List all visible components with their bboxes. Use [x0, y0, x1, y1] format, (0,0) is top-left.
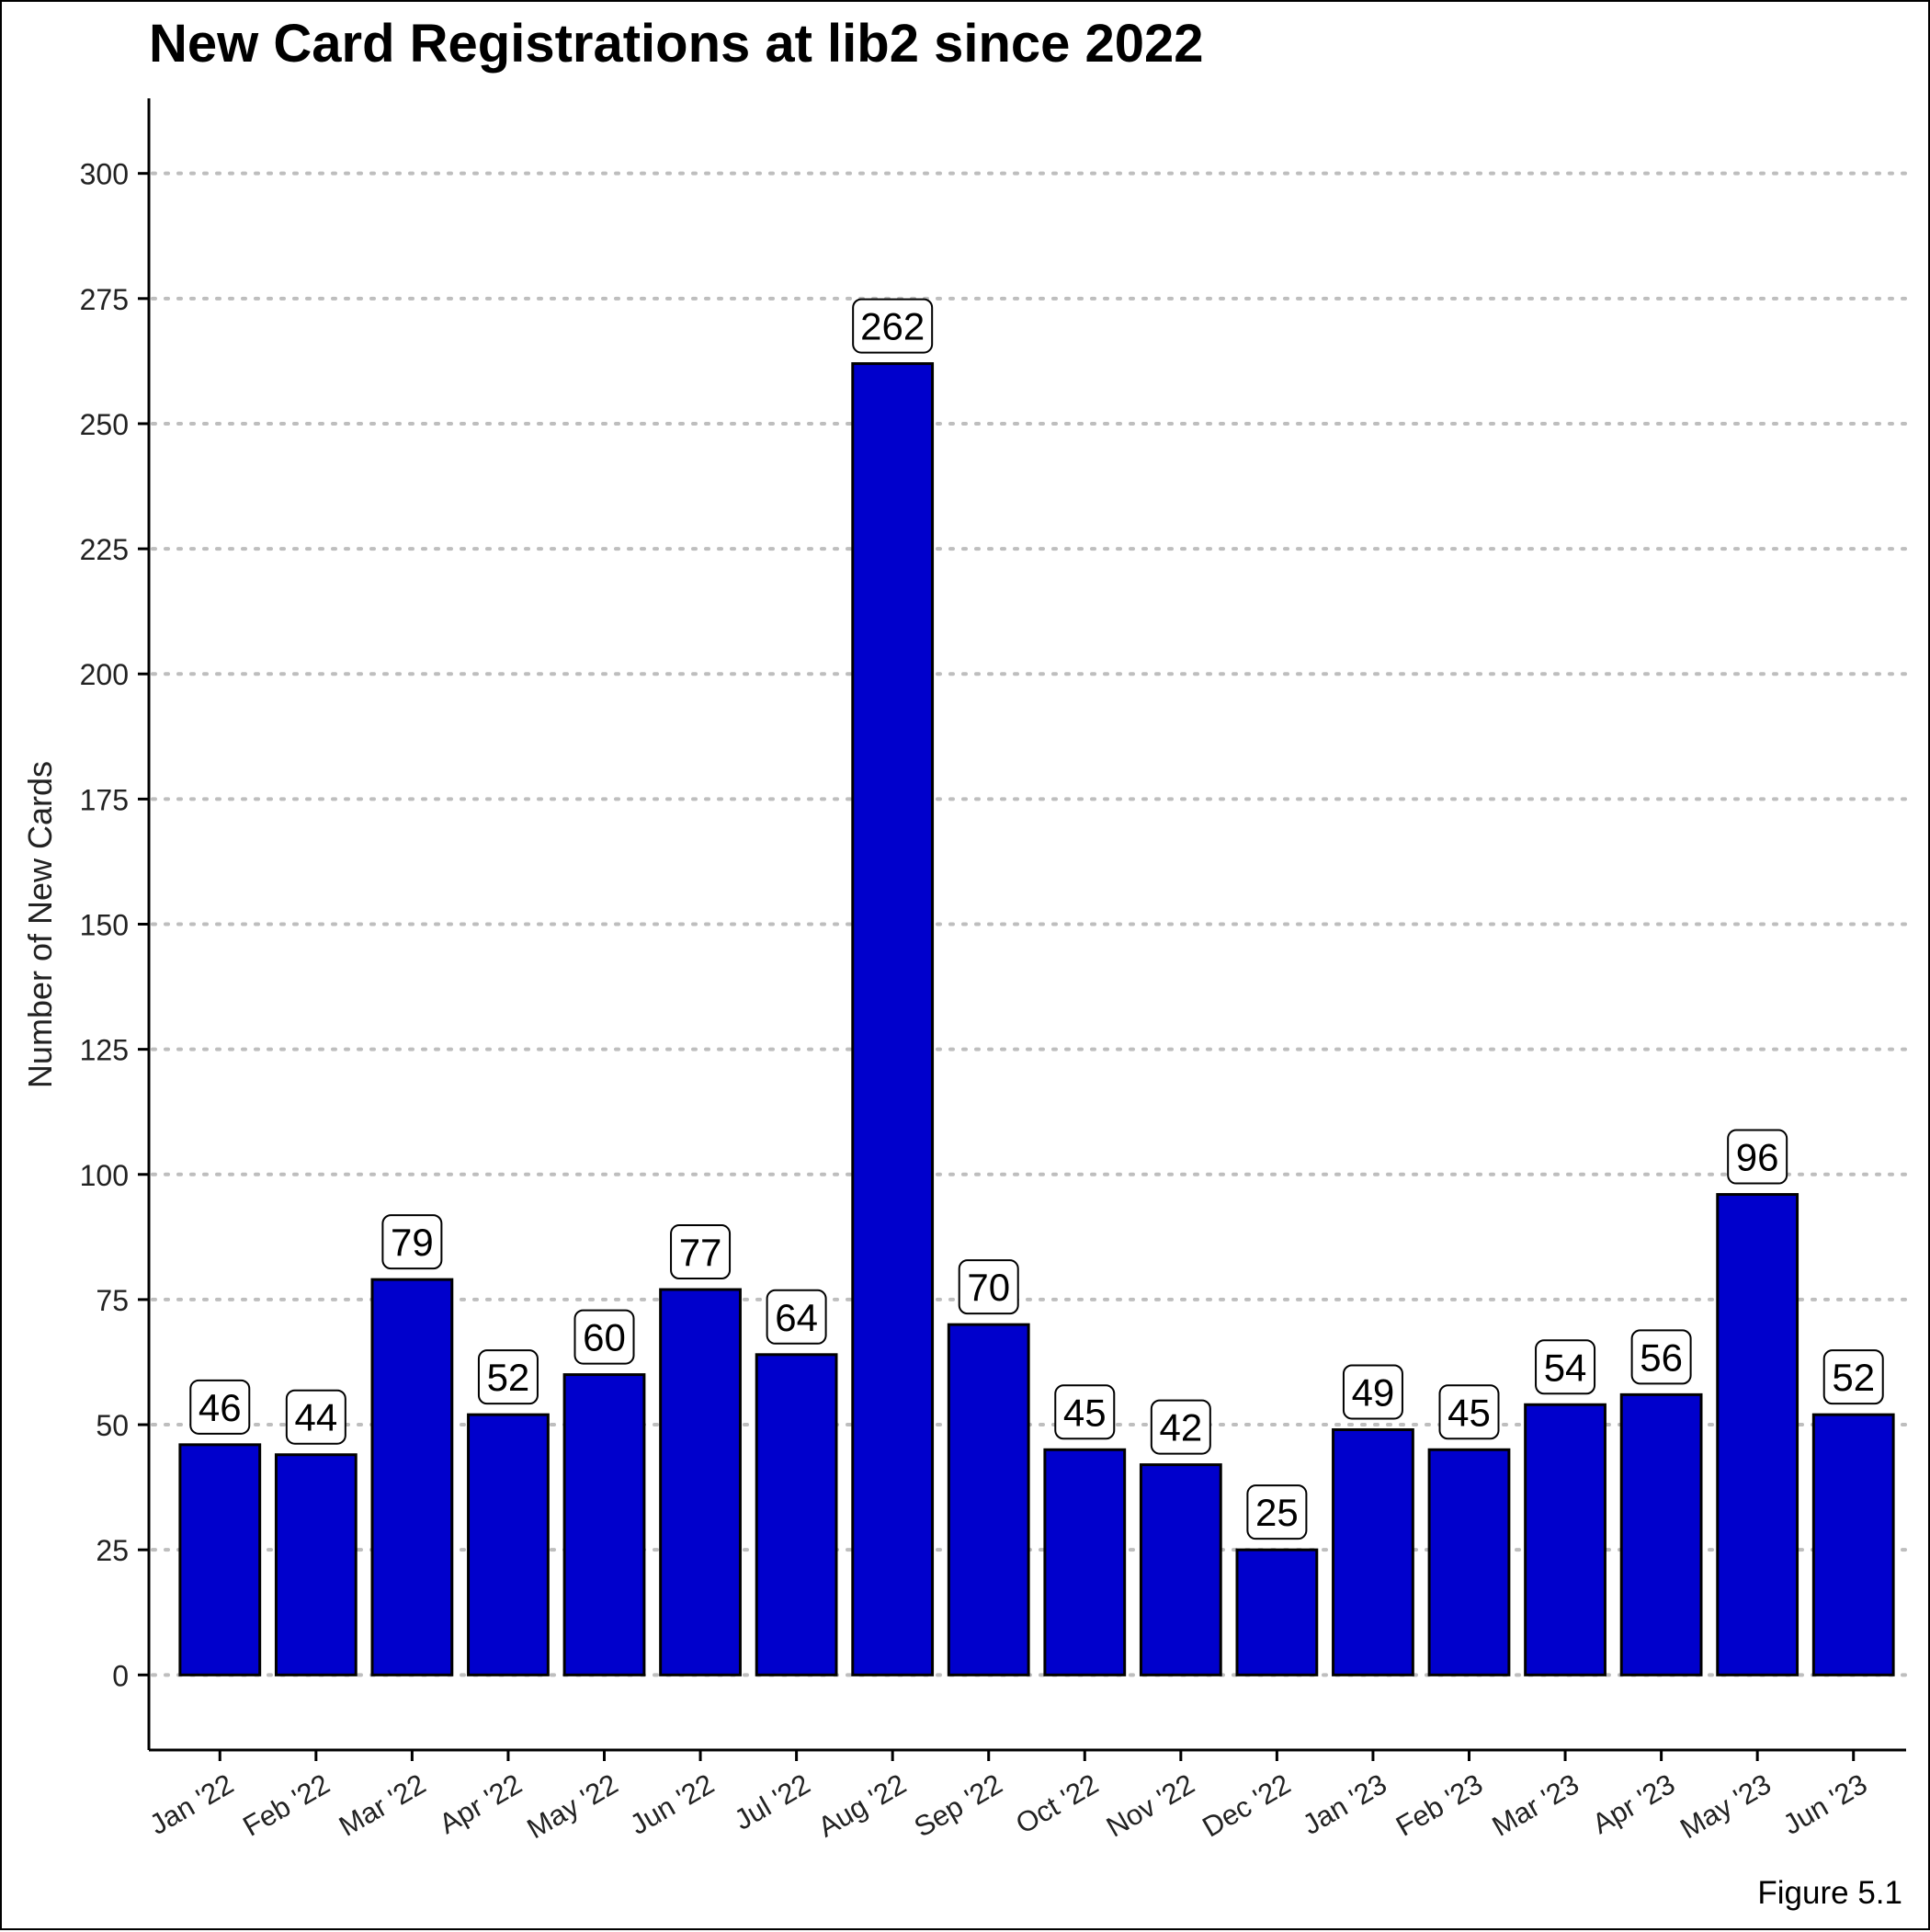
- data-label-box: [1630, 1329, 1692, 1385]
- y-tick-label: 25: [96, 1534, 129, 1567]
- data-label: 52: [1832, 1356, 1875, 1399]
- data-label-box: [573, 1309, 635, 1365]
- bar: [370, 1278, 454, 1676]
- y-tick-label: 225: [80, 533, 129, 566]
- data-label-box: [381, 1214, 443, 1270]
- bar: [1619, 1392, 1703, 1676]
- data-label-box: [477, 1349, 539, 1405]
- data-label: 45: [1448, 1391, 1491, 1434]
- bar: [1524, 1403, 1606, 1676]
- data-label-box: [1342, 1364, 1403, 1420]
- x-tick-label: Mar '23: [1487, 1767, 1584, 1843]
- y-tick-label: 75: [96, 1284, 129, 1317]
- data-label: 96: [1736, 1136, 1779, 1179]
- bars: [178, 362, 1895, 1676]
- x-tick-label: Apr '23: [1587, 1767, 1681, 1840]
- bar: [659, 1288, 742, 1676]
- y-tick-label: 250: [80, 408, 129, 441]
- data-label-box: [766, 1289, 827, 1345]
- bar: [755, 1353, 838, 1676]
- data-label: 60: [583, 1316, 626, 1359]
- bar: [1139, 1463, 1222, 1676]
- data-label: 64: [775, 1296, 818, 1339]
- x-tick-label: Jun '22: [625, 1767, 720, 1841]
- bar: [1043, 1448, 1127, 1676]
- data-label-box: [285, 1389, 346, 1445]
- bar: [467, 1413, 550, 1676]
- data-label-box: [958, 1259, 1019, 1315]
- bar: [947, 1323, 1030, 1676]
- y-tick-label: 0: [112, 1659, 129, 1692]
- bar: [1427, 1448, 1511, 1676]
- y-tick-label: 175: [80, 783, 129, 816]
- data-label-box: [670, 1224, 732, 1280]
- data-label: 70: [967, 1266, 1010, 1309]
- bar: [1811, 1413, 1895, 1676]
- data-label-box: [1438, 1384, 1500, 1440]
- y-tick-label: 275: [80, 283, 129, 316]
- x-tick-label: Feb '23: [1391, 1767, 1488, 1843]
- bar: [562, 1373, 646, 1676]
- data-label-box: [1535, 1339, 1596, 1395]
- y-tick-label: 100: [80, 1159, 129, 1192]
- data-label-box: [1822, 1349, 1884, 1405]
- data-label: 56: [1640, 1335, 1683, 1379]
- data-label-box: [1054, 1384, 1116, 1440]
- x-tick-label: Apr '22: [434, 1767, 528, 1840]
- x-tick-label: Feb '22: [237, 1767, 335, 1843]
- x-tick-label: Sep '22: [909, 1767, 1008, 1843]
- data-labels: 46 44 79 52 60 77 64 262 70 45 42 25 49 45 54 56 96 52: [189, 298, 1884, 1540]
- data-label: 54: [1544, 1346, 1587, 1389]
- bar: [274, 1453, 358, 1676]
- data-label: 49: [1352, 1370, 1395, 1414]
- x-tick-label: Nov '22: [1101, 1767, 1200, 1843]
- y-tick-label: 150: [80, 909, 129, 942]
- data-label: 79: [391, 1221, 434, 1264]
- data-label: 77: [679, 1231, 722, 1274]
- x-tick-label: Jan '22: [144, 1767, 239, 1841]
- x-tick-label: Aug '22: [812, 1767, 912, 1843]
- x-tick-label: May '23: [1675, 1767, 1777, 1845]
- data-label: 44: [294, 1396, 337, 1439]
- data-label-box: [852, 298, 934, 354]
- x-tick-label: Jan '23: [1297, 1767, 1391, 1841]
- x-tick-label: Jul '22: [729, 1767, 815, 1836]
- y-tick-label: 300: [80, 158, 129, 191]
- bar: [1235, 1548, 1319, 1676]
- x-tick-label: Oct '22: [1010, 1767, 1104, 1840]
- figure-caption: Figure 5.1: [1757, 1875, 1902, 1911]
- x-tick-label: Mar '22: [334, 1767, 431, 1843]
- data-label-box: [1246, 1484, 1308, 1540]
- y-tick-label: 200: [80, 658, 129, 691]
- x-tick-label: Dec '22: [1197, 1767, 1296, 1843]
- data-label: 42: [1159, 1406, 1202, 1449]
- x-tick-label: May '22: [522, 1767, 624, 1845]
- data-label-box: [189, 1379, 251, 1435]
- data-label: 25: [1255, 1491, 1299, 1534]
- data-label-box: [1150, 1399, 1211, 1455]
- bar: [851, 362, 935, 1676]
- chart-title: New Card Registrations at lib2 since 202…: [149, 14, 1204, 74]
- data-label: 262: [860, 305, 925, 348]
- data-label: 46: [199, 1386, 242, 1429]
- bar: [178, 1443, 262, 1676]
- bar: [1332, 1427, 1414, 1676]
- bar: [1716, 1193, 1799, 1676]
- x-tick-label: Jun '23: [1777, 1767, 1872, 1841]
- data-label: 45: [1063, 1391, 1107, 1434]
- y-tick-label: 125: [80, 1034, 129, 1067]
- data-label: 52: [487, 1356, 530, 1399]
- data-label-box: [1727, 1129, 1788, 1185]
- y-tick-label: 50: [96, 1409, 129, 1442]
